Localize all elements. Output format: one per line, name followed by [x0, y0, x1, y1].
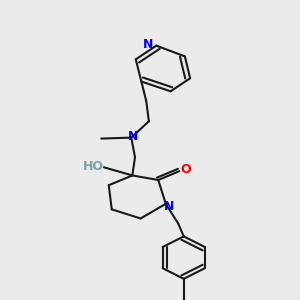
Text: O: O [181, 163, 191, 176]
Text: N: N [164, 200, 175, 213]
Text: N: N [143, 38, 153, 51]
Text: HO: HO [83, 160, 104, 173]
Text: N: N [128, 130, 138, 143]
